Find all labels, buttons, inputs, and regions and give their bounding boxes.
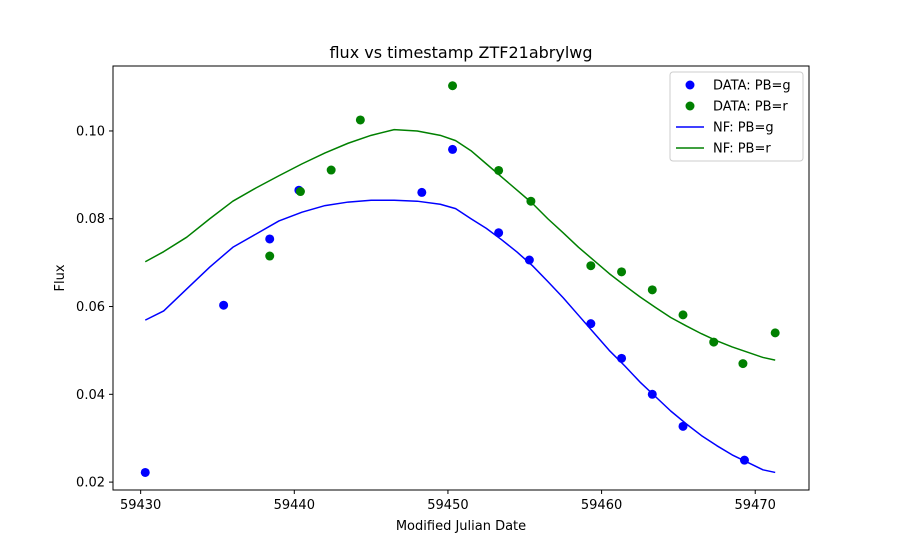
- data-point-0-11: [678, 421, 688, 431]
- data-point-0-8: [586, 319, 596, 329]
- data-point-0-0: [140, 467, 150, 477]
- legend-label: DATA: PB=g: [713, 79, 791, 94]
- y-tick-label: 0.06: [76, 300, 105, 315]
- x-tick-label: 59450: [427, 498, 468, 513]
- legend-marker: [685, 101, 695, 111]
- data-point-1-12: [738, 359, 748, 369]
- y-axis-label: Flux: [53, 264, 68, 291]
- data-point-0-2: [265, 234, 275, 244]
- series-line-0: [144, 199, 776, 474]
- data-point-0-10: [647, 389, 657, 399]
- data-point-0-9: [617, 353, 627, 363]
- legend-label: NF: PB=r: [713, 142, 771, 157]
- data-point-1-9: [647, 285, 657, 295]
- x-tick-label: 59470: [735, 498, 776, 513]
- data-point-0-1: [219, 300, 229, 310]
- x-axis: 59430 59440 59450 59460 59470: [120, 490, 776, 513]
- data-point-1-11: [709, 337, 719, 347]
- y-axis: 0.02 0.04 0.06 0.08 0.10: [76, 124, 113, 491]
- data-point-0-7: [524, 255, 534, 265]
- series-line-1: [144, 128, 776, 361]
- data-point-1-6: [526, 196, 536, 206]
- data-point-0-12: [739, 455, 749, 465]
- y-tick-label: 0.02: [76, 476, 105, 491]
- data-point-1-2: [326, 165, 336, 175]
- legend: DATA: PB=g DATA: PB=r NF: PB=g NF: PB=r: [669, 71, 804, 162]
- x-tick-label: 59460: [581, 498, 622, 513]
- x-axis-label: Modified Julian Date: [396, 519, 526, 534]
- data-point-0-4: [417, 187, 427, 197]
- data-point-1-10: [678, 310, 688, 320]
- legend-label: DATA: PB=r: [713, 100, 788, 115]
- data-point-1-13: [770, 328, 780, 338]
- data-point-1-3: [355, 115, 365, 125]
- data-point-1-5: [494, 165, 504, 175]
- data-point-1-7: [586, 261, 596, 271]
- y-tick-label: 0.08: [76, 212, 105, 227]
- data-point-1-8: [617, 267, 627, 277]
- data-point-1-1: [295, 187, 305, 197]
- x-tick-label: 59430: [120, 498, 161, 513]
- y-tick-label: 0.04: [76, 388, 105, 403]
- legend-box: [669, 71, 804, 162]
- data-point-1-4: [448, 81, 458, 91]
- y-tick-label: 0.10: [76, 124, 105, 139]
- data-point-0-5: [448, 144, 458, 154]
- legend-marker: [685, 80, 695, 90]
- axes-frame: [112, 65, 810, 491]
- chart-title: flux vs timestamp ZTF21abrylwg: [329, 43, 592, 62]
- data-point-0-6: [494, 228, 504, 238]
- plot-area: [140, 81, 780, 477]
- legend-label: NF: PB=g: [713, 121, 774, 136]
- x-tick-label: 59440: [274, 498, 315, 513]
- data-point-1-0: [265, 251, 275, 261]
